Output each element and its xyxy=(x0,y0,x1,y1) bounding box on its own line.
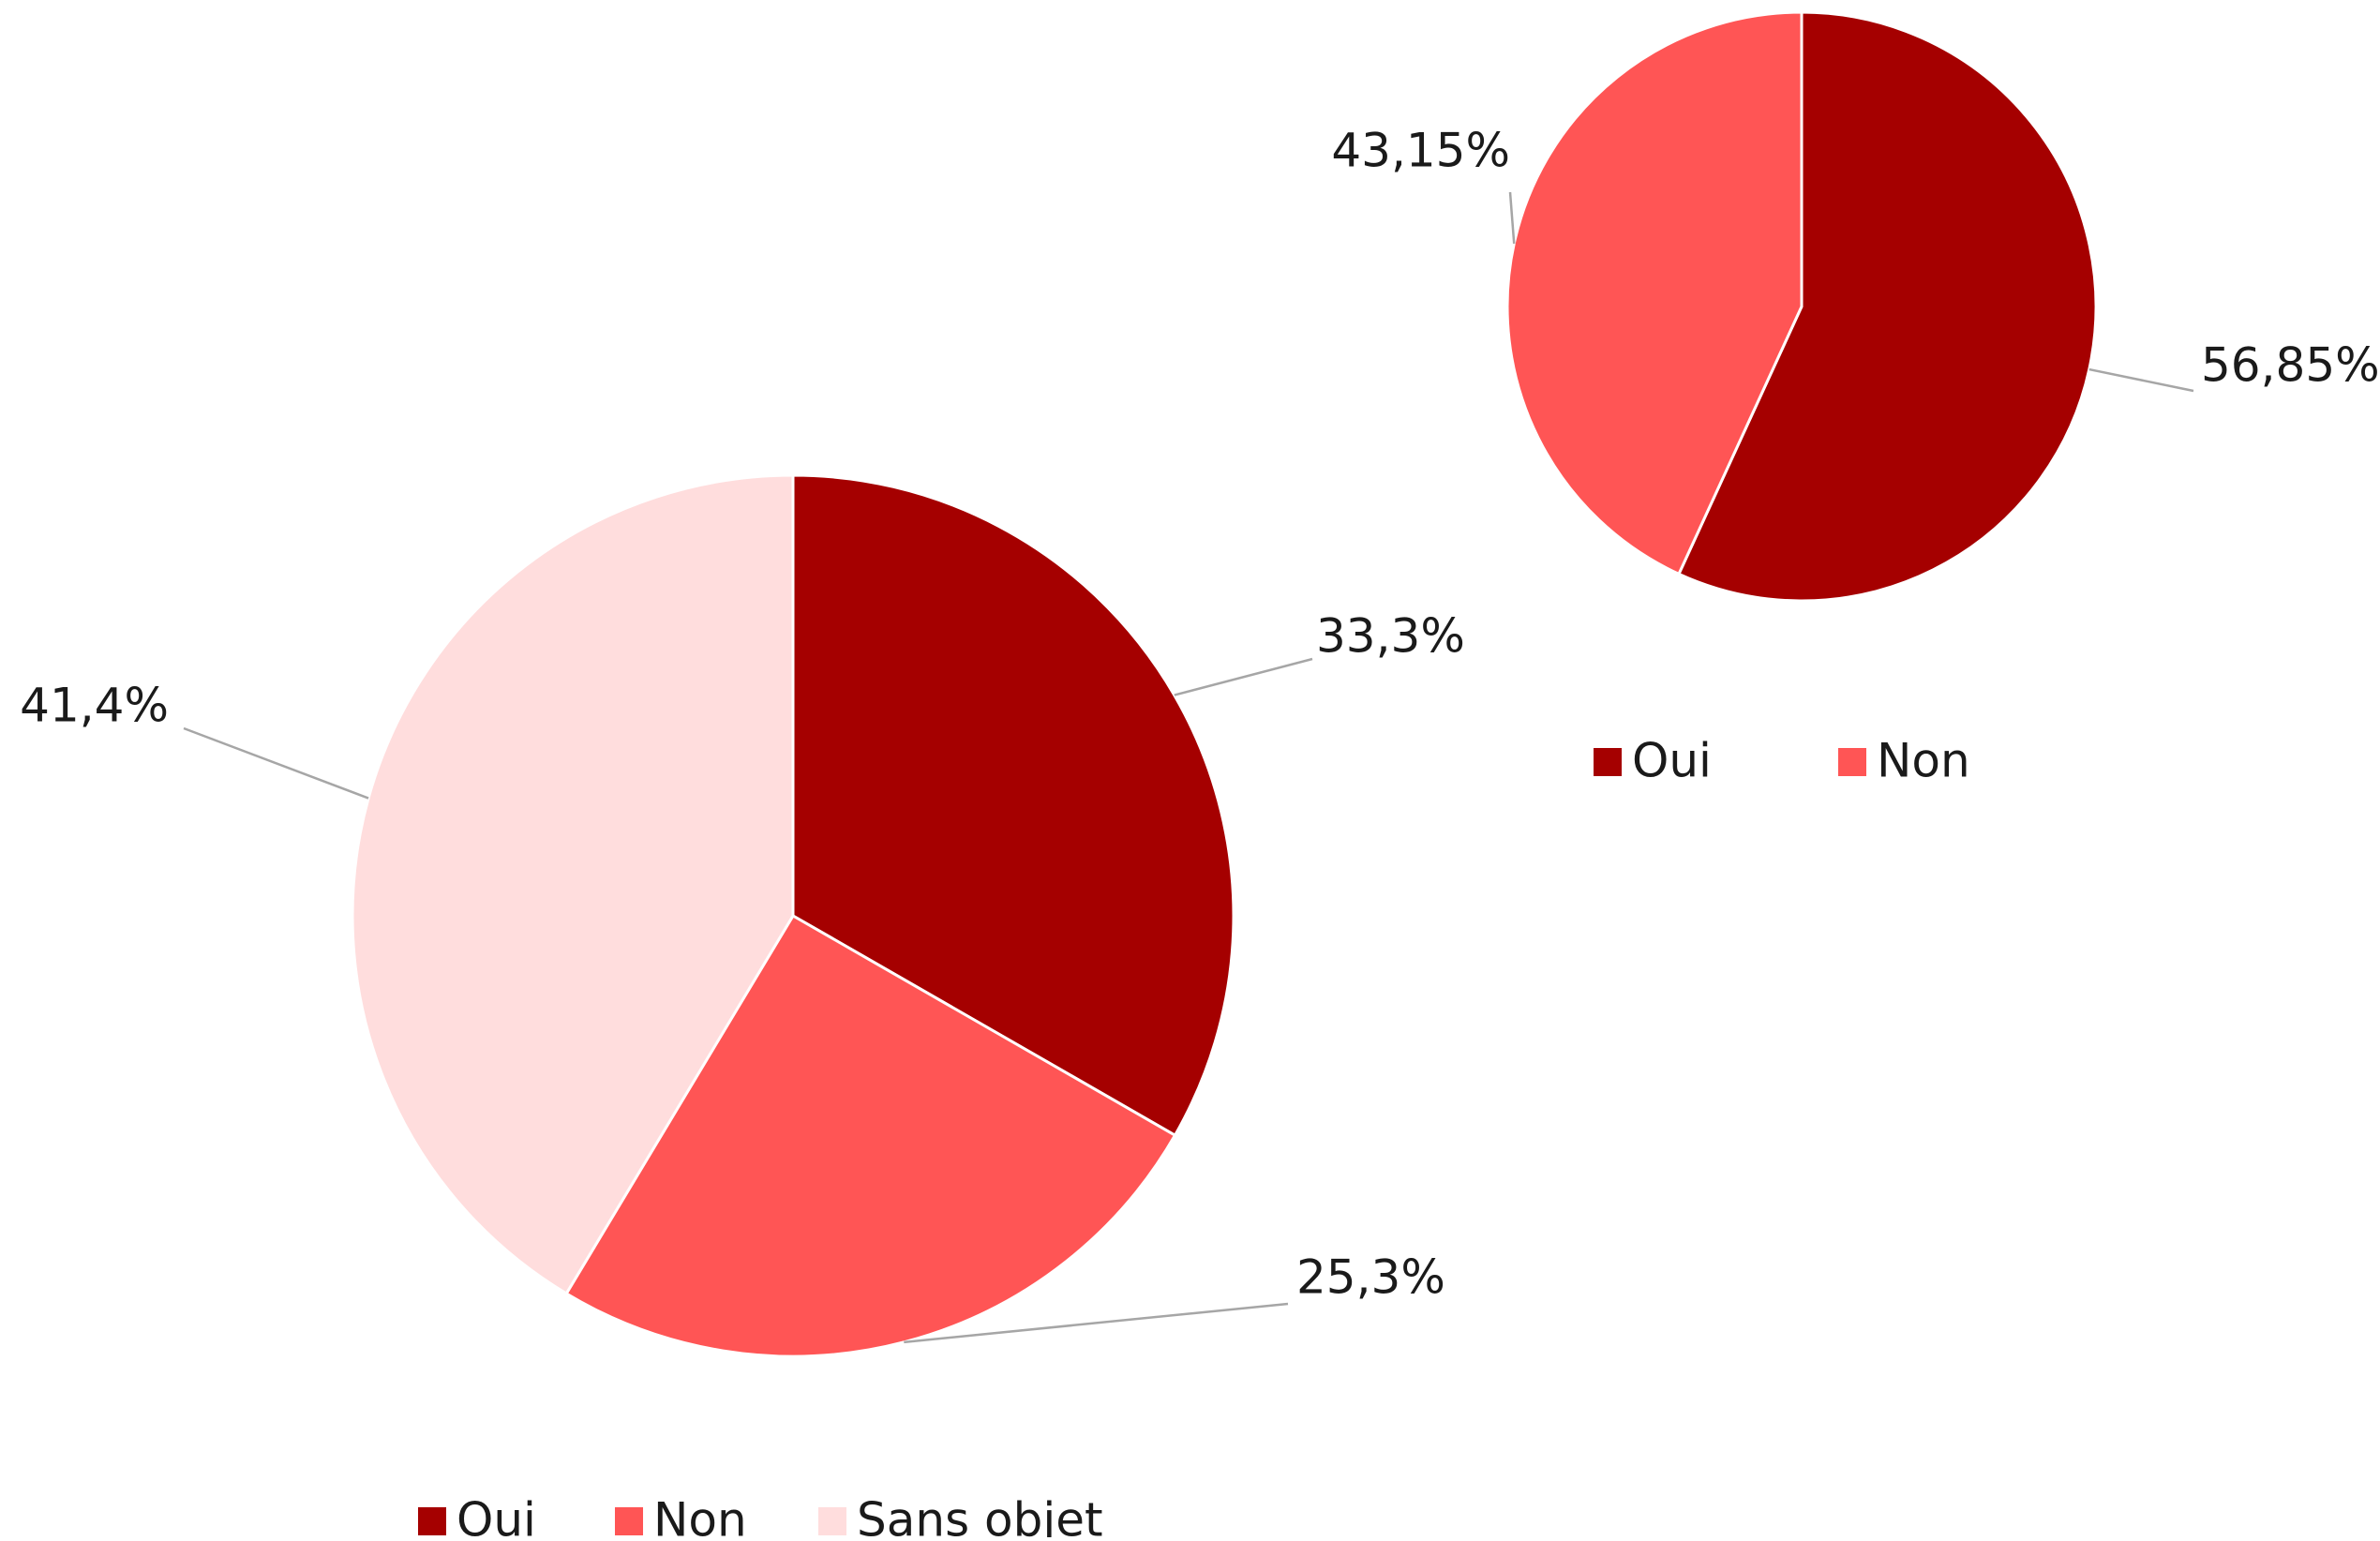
legend-swatch xyxy=(818,1507,846,1535)
leader-line xyxy=(904,1302,1289,1344)
legend-label: Oui xyxy=(1632,734,1712,788)
legend-label: Oui xyxy=(457,1493,536,1538)
legend-swatch xyxy=(1594,748,1622,776)
legend-label: Non xyxy=(1877,734,1970,788)
legend-label: Non xyxy=(653,1493,747,1538)
pie-slice xyxy=(1505,10,1804,576)
leader-line xyxy=(1508,191,1516,245)
legend-swatch xyxy=(615,1507,643,1535)
pie-slice xyxy=(791,473,1235,1138)
pie-slice xyxy=(564,913,1177,1358)
data-label: 25,3% xyxy=(1296,1250,1445,1305)
leader-line xyxy=(2088,367,2194,393)
legend-label: Sans objet xyxy=(857,1493,1103,1538)
data-label: 41,4% xyxy=(20,679,169,733)
leader-line xyxy=(1174,657,1313,696)
legend-swatch xyxy=(1838,748,1866,776)
data-label: 43,15% xyxy=(1331,124,1510,178)
legend-swatch xyxy=(418,1507,446,1535)
leader-line xyxy=(183,726,369,800)
data-label: 56,85% xyxy=(2201,338,2380,393)
data-label: 33,3% xyxy=(1316,609,1465,664)
